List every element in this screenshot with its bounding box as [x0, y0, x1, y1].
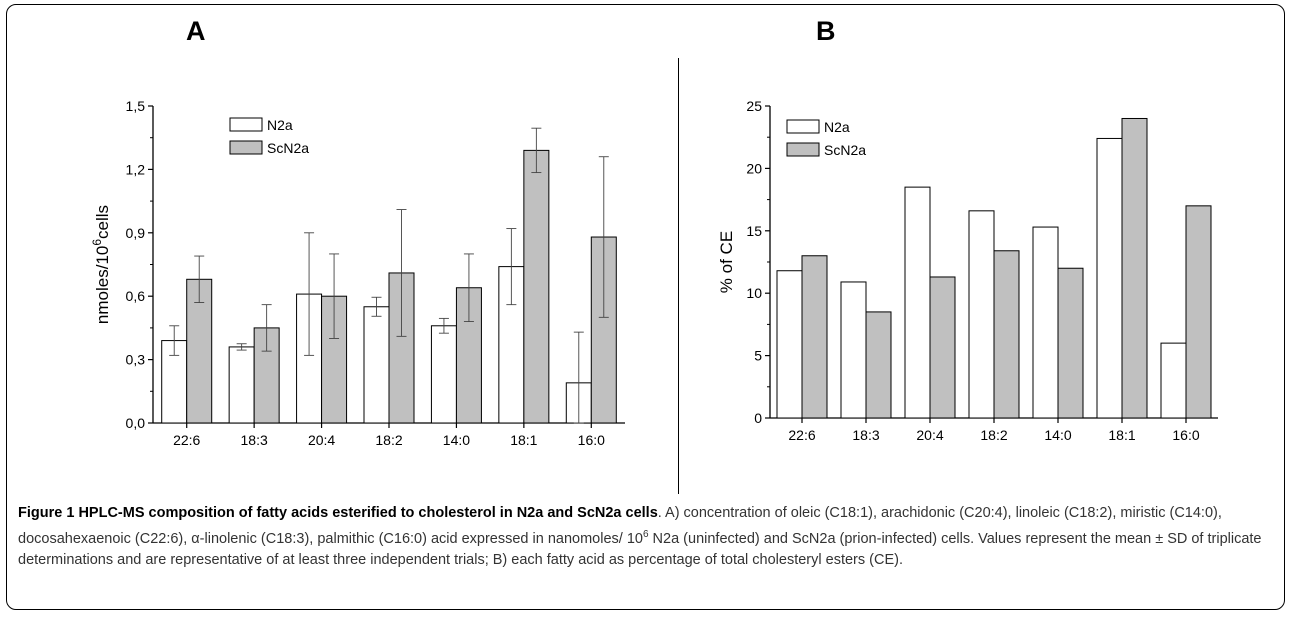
x-tick-label: 22:6 — [173, 432, 200, 448]
bar-n2a-18-1 — [1096, 137, 1123, 419]
figure-title: HPLC-MS composition of fatty acids ester… — [78, 505, 658, 521]
x-tick-label: 14:0 — [443, 432, 470, 448]
x-tick-label: 20:4 — [916, 427, 943, 443]
panel-label-a: A — [186, 16, 206, 46]
caption-end: N2a (uninfected) and ScN2a (prion-infect… — [18, 530, 1262, 568]
x-tick-label: 18:3 — [241, 432, 268, 448]
bar-n2a-18-2 — [363, 306, 390, 424]
bar-n2a-22-6 — [776, 270, 803, 419]
y-tick-label: 1,2 — [126, 161, 146, 177]
bar-n2a-18-3 — [228, 346, 255, 424]
bar-scn2a-18-3 — [865, 311, 892, 419]
legend-label-scn2a: ScN2a — [267, 140, 309, 156]
y-axis-label: nmoles/106cells — [90, 205, 112, 324]
x-tick-label: 18:3 — [852, 427, 879, 443]
y-tick-label: 0 — [754, 410, 762, 426]
y-tick-label: 0,9 — [126, 225, 146, 241]
bar-n2a-14-0 — [430, 325, 457, 424]
y-tick-label: 15 — [746, 223, 762, 239]
bar-scn2a-22-6 — [186, 278, 213, 424]
legend-swatch-n2a — [229, 117, 263, 132]
bar-n2a-14-0 — [1032, 226, 1059, 419]
bar-scn2a-18-1 — [523, 149, 550, 424]
legend-swatch-n2a — [786, 119, 820, 134]
bar-n2a-20-4 — [904, 186, 931, 419]
x-tick-label: 18:2 — [375, 432, 402, 448]
legend-swatch-scn2a — [229, 140, 263, 155]
chart-b: 0 5 10 15 20 25 22:6 18:3 20:4 18:2 14:0 18:1 16:0 N2… — [717, 98, 1218, 443]
y-tick-label: 5 — [754, 348, 762, 364]
x-tick-label: 18:1 — [1108, 427, 1135, 443]
caption-body: . A) concentration of oleic (C18:1), ara… — [18, 505, 1222, 547]
x-tick-label: 18:2 — [980, 427, 1007, 443]
panel-divider — [678, 58, 679, 494]
figure-frame — [6, 4, 1285, 610]
bar-n2a-18-3 — [840, 281, 867, 419]
y-tick-label: 25 — [746, 98, 762, 114]
figure-caption: Figure 1 HPLC-MS composition of fatty ac… — [18, 503, 1276, 571]
bar-scn2a-20-4 — [929, 276, 956, 419]
caption-superscript: 6 — [642, 529, 649, 540]
x-tick-label: 20:4 — [308, 432, 335, 448]
y-tick-label: 0,6 — [126, 288, 146, 304]
x-tick-label: 14:0 — [1044, 427, 1071, 443]
x-tick-label: 22:6 — [788, 427, 815, 443]
y-tick-label: 10 — [746, 285, 762, 301]
x-tick-label: 18:1 — [510, 432, 537, 448]
bar-scn2a-16-0 — [1185, 205, 1212, 419]
bar-n2a-16-0 — [1160, 342, 1187, 419]
bar-scn2a-18-2 — [993, 250, 1020, 419]
legend-label-n2a: N2a — [824, 119, 850, 135]
bar-scn2a-22-6 — [801, 255, 828, 419]
legend-label-n2a: N2a — [267, 117, 293, 133]
bar-scn2a-14-0 — [1057, 267, 1084, 419]
y-tick-label: 20 — [746, 160, 762, 176]
chart-a: 0,0 0,3 0,6 0,9 1,2 1,5 22:6 18:3 20:4 18:2 14:0 18… — [90, 98, 625, 448]
y-tick-label: 0,3 — [126, 352, 146, 368]
y-tick-label: 1,5 — [126, 98, 146, 114]
y-tick-label: 0,0 — [126, 415, 146, 431]
panel-label-b: B — [816, 16, 836, 46]
y-axis-label: % of CE — [717, 231, 736, 293]
x-tick-label: 16:0 — [578, 432, 605, 448]
legend-label-scn2a: ScN2a — [824, 142, 866, 158]
bar-n2a-18-2 — [968, 210, 995, 419]
bar-scn2a-18-1 — [1121, 117, 1148, 419]
figure-number: Figure 1 — [18, 505, 75, 521]
legend-swatch-scn2a — [786, 142, 820, 157]
x-tick-label: 16:0 — [1172, 427, 1199, 443]
